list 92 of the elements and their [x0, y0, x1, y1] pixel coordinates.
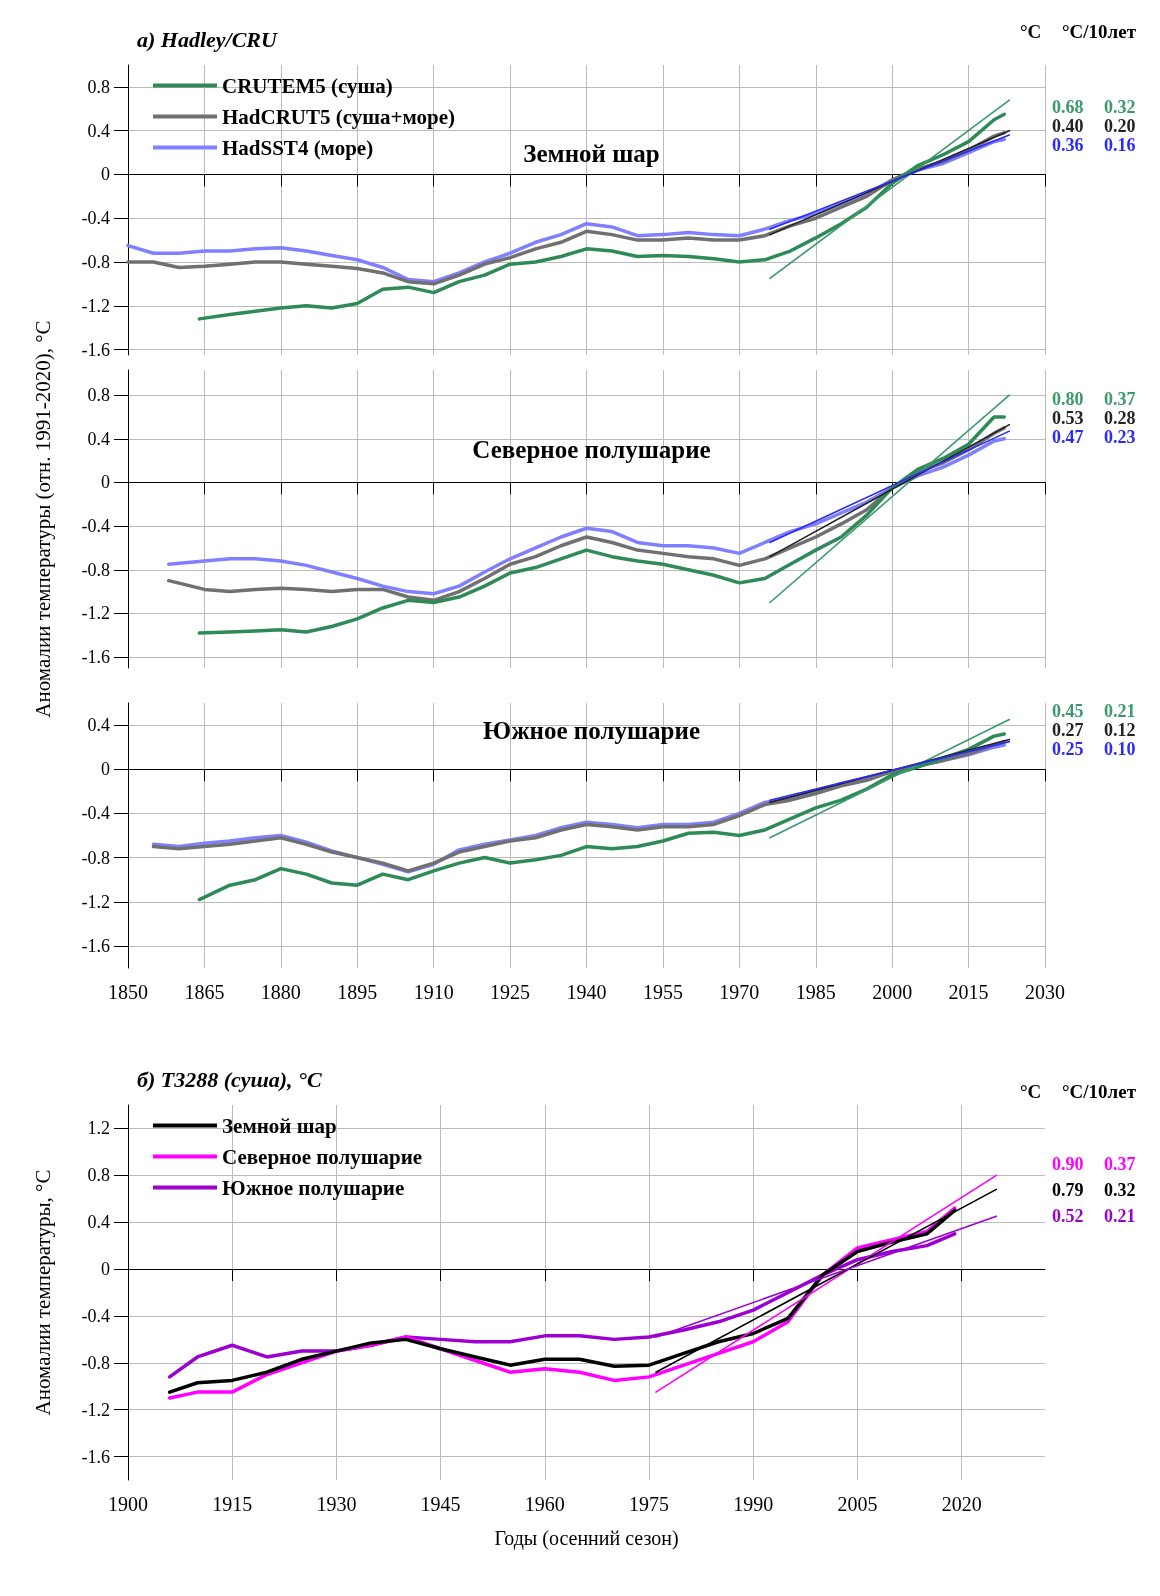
text: 0.68 [1052, 97, 1084, 117]
y-tick-label: -0.8 [81, 251, 110, 272]
x-tick-label: 1925 [490, 981, 531, 1003]
text: 0.10 [1104, 739, 1136, 759]
y-tick-label: 0.8 [87, 76, 110, 97]
x-tick-label: 1970 [719, 981, 760, 1003]
legend-label: Южное полушарие [222, 1175, 405, 1200]
text: 0.28 [1104, 408, 1136, 428]
y-tick-label: 0.4 [87, 120, 110, 141]
y-tick-label: -0.4 [81, 1305, 110, 1326]
text: 0.53 [1052, 408, 1084, 428]
x-tick-label: 1960 [524, 1493, 565, 1515]
y-tick-label: 0 [101, 472, 110, 493]
legend-label: Земной шар [222, 1113, 337, 1138]
x-tick-label: 1975 [629, 1493, 670, 1515]
text: 0.79 [1052, 1180, 1084, 1200]
text: Северное полушарие [472, 436, 711, 463]
y-axis-title: Аномалии температуры, °C [30, 1169, 55, 1416]
text: 0.32 [1104, 97, 1136, 117]
y-tick-label: -1.2 [81, 891, 110, 912]
text: 0.80 [1052, 389, 1084, 409]
x-tick-label: 2030 [1025, 981, 1065, 1003]
text: 0.36 [1052, 135, 1084, 155]
x-tick-label: 2000 [872, 981, 913, 1003]
text: 0.16 [1104, 135, 1136, 155]
y-tick-label: 0 [101, 164, 110, 185]
y-tick-label: -1.6 [81, 935, 110, 956]
text: °C/10лет [1062, 21, 1137, 42]
legend-label: CRUTEM5 (суша) [222, 73, 393, 98]
text: 0.40 [1052, 116, 1084, 136]
y-tick-label: 0.8 [87, 385, 110, 406]
y-tick-label: -0.4 [81, 208, 110, 229]
y-tick-label: 0 [101, 759, 110, 780]
x-tick-label: 1850 [108, 981, 148, 1003]
y-tick-label: -1.2 [81, 1399, 110, 1420]
text: °C [1020, 1081, 1042, 1102]
text: 0.20 [1104, 116, 1136, 136]
y-tick-label: -0.8 [81, 1352, 110, 1373]
y-tick-label: 0.8 [87, 1165, 110, 1186]
text: 0.21 [1104, 1206, 1136, 1226]
text: 0.52 [1052, 1206, 1084, 1226]
x-tick-label: 1990 [733, 1493, 774, 1515]
legend-label: HadCRUT5 (суша+море) [222, 104, 456, 129]
text: 0.23 [1104, 427, 1136, 447]
text: 0.25 [1052, 739, 1084, 759]
y-tick-label: 0.4 [87, 715, 110, 736]
text: °C [1020, 21, 1042, 42]
text: 0.32 [1104, 1180, 1136, 1200]
legend-label: HadSST4 (море) [222, 135, 374, 160]
text: 0.45 [1052, 701, 1084, 721]
text: °C/10лет [1062, 1081, 1137, 1102]
text: 0.47 [1052, 427, 1084, 447]
x-tick-label: 1945 [420, 1493, 461, 1515]
x-tick-label: 1910 [413, 981, 454, 1003]
y-tick-label: -1.6 [81, 647, 110, 668]
text: 0.21 [1104, 701, 1136, 721]
text: 0.90 [1052, 1154, 1084, 1174]
y-tick-label: 0.4 [87, 1212, 110, 1233]
y-tick-label: -1.6 [81, 1446, 110, 1467]
x-tick-label: 2015 [948, 981, 989, 1003]
chart-title: a) Hadley/CRU [137, 26, 279, 52]
text: Земной шар [523, 140, 660, 167]
text: 0.27 [1052, 720, 1084, 740]
y-tick-label: -0.8 [81, 847, 110, 868]
x-tick-label: 2005 [837, 1493, 878, 1515]
x-tick-label: 1955 [642, 981, 683, 1003]
x-tick-label: 1915 [212, 1493, 253, 1515]
y-tick-label: 0 [101, 1259, 110, 1280]
y-axis-title: Аномалии температуры (отн. 1991-2020), °C [30, 320, 55, 718]
y-tick-label: -0.4 [81, 803, 110, 824]
y-tick-label: -0.4 [81, 516, 110, 537]
x-tick-label: 1880 [260, 981, 301, 1003]
x-tick-label: 1865 [184, 981, 225, 1003]
chart-title: б) T3288 (суша), °C [137, 1066, 322, 1092]
text: 0.37 [1104, 389, 1136, 409]
y-tick-label: -1.6 [81, 339, 110, 360]
x-tick-label: 1930 [316, 1493, 357, 1515]
text: 0.12 [1104, 720, 1136, 740]
y-tick-label: -1.2 [81, 603, 110, 624]
x-axis-title: Годы (осенний сезон) [494, 1527, 679, 1550]
y-tick-label: -1.2 [81, 295, 110, 316]
y-tick-label: 1.2 [87, 1118, 110, 1139]
x-tick-label: 1895 [337, 981, 378, 1003]
y-tick-label: 0.4 [87, 428, 110, 449]
legend-label: Северное полушарие [222, 1144, 423, 1169]
x-tick-label: 1985 [795, 981, 836, 1003]
text: Южное полушарие [483, 717, 700, 744]
text: 0.37 [1104, 1154, 1136, 1174]
y-tick-label: -0.8 [81, 559, 110, 580]
x-tick-label: 1940 [566, 981, 607, 1003]
x-tick-label: 1900 [108, 1493, 148, 1515]
x-tick-label: 2020 [941, 1493, 982, 1515]
